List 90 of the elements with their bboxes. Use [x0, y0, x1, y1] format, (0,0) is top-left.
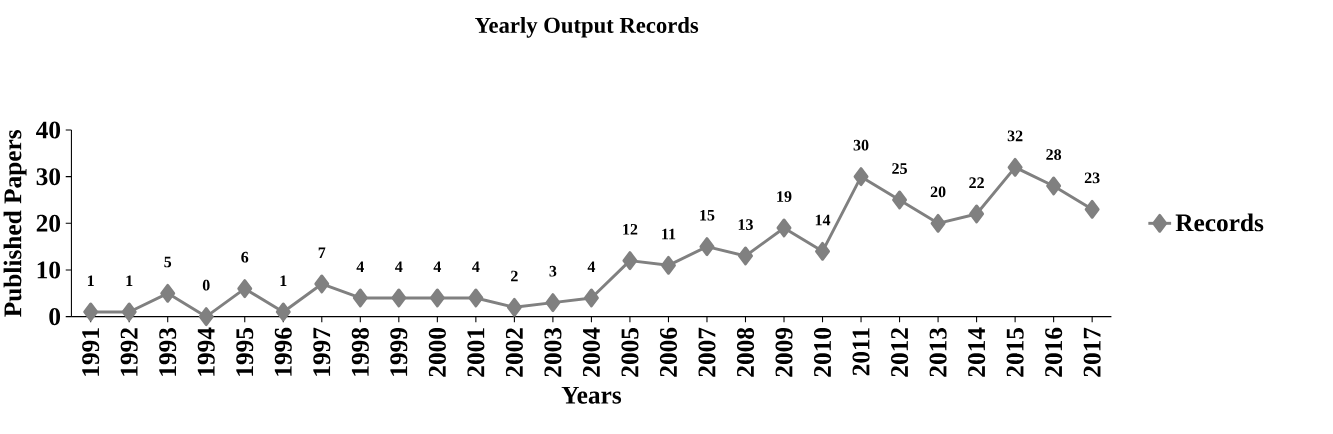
- data-label: 28: [1046, 149, 1062, 160]
- x-tick-label: 1994: [197, 327, 215, 376]
- y-tick-label: 40: [36, 121, 61, 139]
- x-tick-label: 1997: [313, 327, 331, 376]
- point: [622, 251, 638, 271]
- point: [468, 288, 484, 308]
- x-tick-label: 2002: [505, 328, 523, 377]
- x-tick-label: 2000: [428, 328, 446, 377]
- y-tick-label: 30: [36, 168, 61, 186]
- x-tick-label: 2009: [775, 327, 793, 377]
- point: [198, 307, 214, 327]
- x-tick-label: 2015: [1006, 327, 1024, 377]
- point: [892, 190, 908, 210]
- data-label: 11: [662, 228, 676, 240]
- point: [776, 218, 792, 238]
- x-tick-label: 2014: [968, 327, 986, 377]
- data-label: 5: [164, 256, 172, 268]
- data-label: 13: [738, 219, 753, 230]
- point: [275, 302, 291, 322]
- data-label: 4: [356, 261, 365, 272]
- x-tick-label: 1991: [82, 328, 100, 376]
- x-tick-label: 2005: [621, 327, 639, 377]
- data-label: 19: [777, 191, 792, 202]
- data-label: 0: [202, 279, 210, 291]
- data-label: 30: [853, 139, 869, 151]
- data-label: 6: [241, 251, 249, 263]
- x-tick-label: 2008: [736, 327, 755, 377]
- x-tick-label: 2010: [813, 328, 832, 377]
- point: [506, 297, 522, 317]
- data-label: 20: [930, 186, 946, 198]
- point: [1084, 199, 1100, 219]
- x-tick-label: 2001: [467, 328, 485, 377]
- x-tick-label: 2016: [1045, 327, 1063, 377]
- data-label: 1: [280, 275, 287, 286]
- point: [160, 283, 176, 303]
- x-tick-label: 2007: [698, 327, 716, 377]
- point: [121, 302, 137, 322]
- data-label: 15: [700, 209, 715, 221]
- data-label: 1: [87, 275, 94, 286]
- point: [660, 255, 676, 275]
- x-tick-label: 2012: [891, 328, 909, 377]
- data-label: 14: [815, 214, 831, 226]
- data-label: 23: [1084, 172, 1100, 184]
- point: [391, 288, 407, 308]
- x-tick-label: 1995: [236, 327, 254, 376]
- data-label: 22: [969, 177, 984, 188]
- point: [738, 246, 753, 266]
- x-tick-label: 2006: [659, 327, 678, 377]
- x-tick-label: 1999: [390, 327, 408, 376]
- data-label: 2: [511, 270, 518, 282]
- point: [352, 288, 368, 308]
- data-label: 4: [472, 261, 480, 272]
- y-tick-label: 10: [37, 261, 61, 279]
- x-tick-label: 1992: [120, 328, 138, 376]
- x-tick-label: 2013: [929, 327, 947, 377]
- x-axis-title: Years: [561, 386, 622, 404]
- point: [429, 288, 445, 308]
- data-label: 3: [549, 265, 557, 277]
- legend-label: Records: [1175, 213, 1264, 232]
- x-tick-label: 2017: [1083, 327, 1101, 377]
- point: [83, 302, 99, 322]
- data-label: 7: [318, 247, 326, 258]
- point: [1046, 176, 1062, 196]
- y-tick-label: 0: [49, 308, 61, 326]
- point: [969, 204, 985, 224]
- data-label: 4: [587, 261, 596, 272]
- y-axis-title: Published Papers: [3, 129, 27, 317]
- data-label: 4: [433, 261, 442, 272]
- chart-title: Yearly Output Records: [475, 17, 699, 38]
- x-tick-label: 2004: [582, 327, 600, 377]
- x-tick-label: 1998: [351, 327, 369, 376]
- x-tick-label: 2011: [852, 328, 870, 376]
- x-tick-label: 1996: [274, 327, 292, 376]
- x-tick-label: 1993: [159, 327, 177, 376]
- point: [1007, 157, 1023, 177]
- point: [545, 293, 561, 313]
- point: [930, 213, 946, 233]
- point: [583, 288, 599, 308]
- x-tick-label: 2003: [544, 327, 562, 377]
- point: [314, 274, 330, 294]
- data-label: 32: [1007, 130, 1023, 142]
- data-label: 4: [395, 261, 403, 272]
- data-label: 1: [126, 275, 133, 286]
- point: [237, 279, 253, 299]
- data-label: 12: [623, 224, 638, 235]
- point: [853, 167, 869, 187]
- point: [699, 237, 715, 257]
- y-tick-label: 20: [36, 214, 61, 232]
- point: [815, 241, 830, 261]
- data-label: 25: [892, 163, 907, 174]
